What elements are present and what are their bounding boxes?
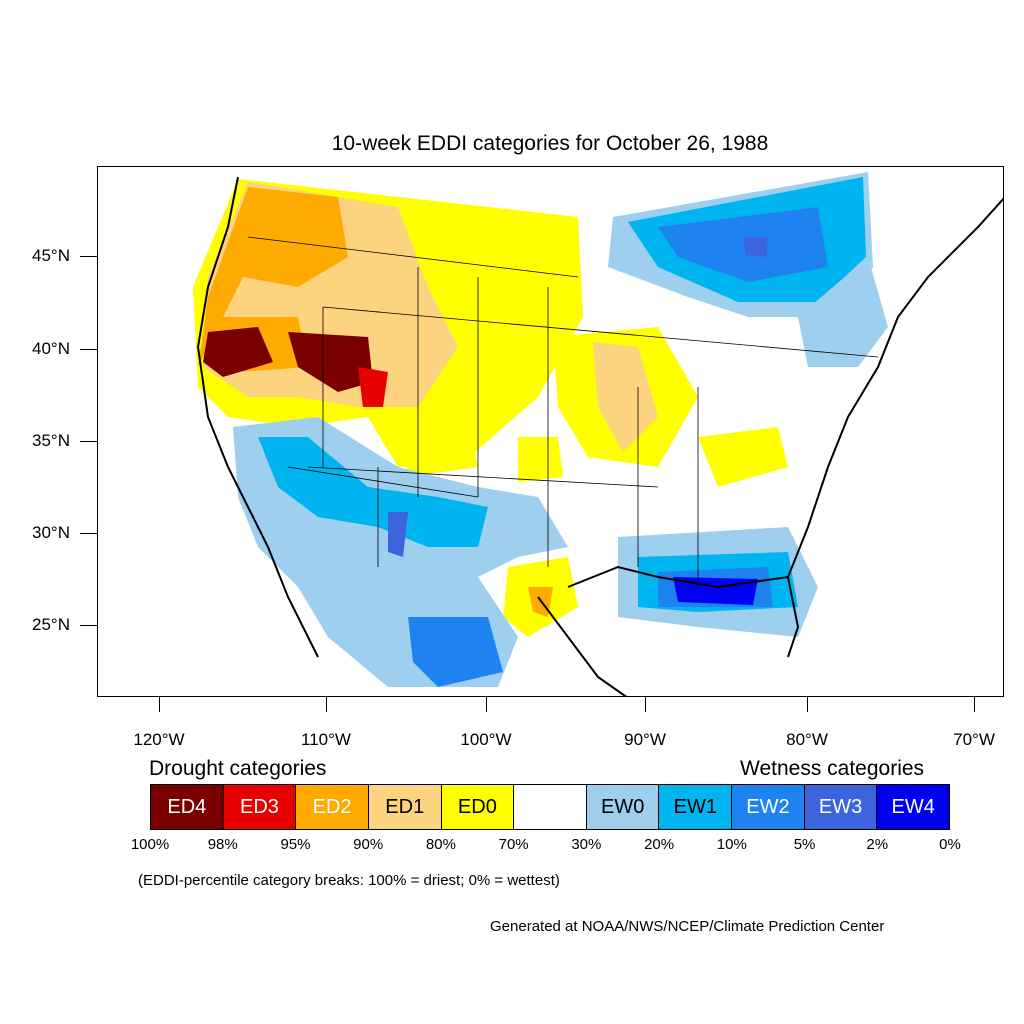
legend-drought-title: Drought categories	[149, 757, 327, 780]
lon-tick	[159, 697, 160, 712]
lon-label-90: 90°W	[624, 730, 666, 749]
lat-label-45: 45°N	[32, 246, 70, 265]
map-title: 10-week EDDI categories for October 26, …	[331, 132, 769, 155]
legend-break-label: 90%	[353, 836, 384, 853]
legend-break-label: 100%	[130, 836, 170, 853]
state-boundaries	[247, 236, 879, 587]
lon-tick	[326, 697, 327, 712]
legend-break-label: 98%	[207, 836, 238, 853]
map-panel	[97, 166, 1004, 697]
lat-label-40: 40°N	[32, 339, 70, 358]
lat-tick	[80, 441, 97, 442]
credit-line: Generated at NOAA/NWS/NCEP/Climate Predi…	[490, 918, 885, 935]
region-ed2-northwest	[198, 187, 348, 367]
legend-break-label: 2%	[866, 836, 889, 853]
lat-tick	[80, 533, 97, 534]
coastline-outline	[196, 176, 1003, 696]
legend-swatch-ew0: EW0	[586, 785, 660, 829]
legend-swatch-ed3: ED3	[223, 785, 297, 829]
eddi-map	[193, 172, 1003, 696]
legend-break-label: 95%	[280, 836, 311, 853]
region-ed4-core	[288, 332, 373, 392]
legend-break-label: 5%	[793, 836, 816, 853]
lon-label-70: 70°W	[953, 730, 995, 749]
lon-label-80: 80°W	[786, 730, 828, 749]
region-ed1-midwest	[593, 342, 658, 452]
legend-break-label: 30%	[571, 836, 602, 853]
lat-label-30: 30°N	[32, 523, 70, 542]
legend-swatch-neutral	[514, 785, 587, 829]
legend-swatch-ed1: ED1	[368, 785, 442, 829]
region-ew1-southwest	[258, 437, 488, 547]
region-ed0-kansas	[398, 407, 478, 477]
region-ew3-greatlakes	[743, 237, 768, 257]
legend-swatch-ew1: EW1	[659, 785, 733, 829]
lon-tick	[486, 697, 487, 712]
legend-break-label: 80%	[425, 836, 456, 853]
legend-colorbar: ED4 ED3 ED2 ED1 ED0 EW0 EW1 EW2 EW3 EW4	[150, 784, 950, 830]
lon-label-100: 100°W	[460, 730, 512, 749]
lon-label-110: 110°W	[301, 730, 351, 749]
legend-break-label: 20%	[644, 836, 675, 853]
legend-break-label: 0%	[939, 836, 961, 853]
legend-break-label: 70%	[498, 836, 529, 853]
legend-swatch-ew4: EW4	[877, 785, 950, 829]
legend-swatch-ew3: EW3	[804, 785, 878, 829]
lon-tick	[974, 697, 975, 712]
region-ew0-northeast	[798, 257, 888, 367]
lat-tick	[80, 349, 97, 350]
legend-break-label: 10%	[716, 836, 747, 853]
region-ed0-ohio	[698, 427, 788, 487]
region-ed4-oregon	[203, 327, 273, 377]
legend-swatch-ed0: ED0	[441, 785, 515, 829]
lon-tick	[807, 697, 808, 712]
eddi-fill-regions	[193, 172, 888, 687]
region-ew2-greatlakes	[658, 207, 828, 282]
lat-tick	[80, 625, 97, 626]
legend-swatch-ed2: ED2	[296, 785, 369, 829]
lat-label-35: 35°N	[32, 431, 70, 450]
lon-tick	[645, 697, 646, 712]
region-ew3-nm	[388, 512, 408, 557]
lon-label-120: 120°W	[133, 730, 185, 749]
legend-swatch-ew2: EW2	[732, 785, 805, 829]
category-note: (EDDI-percentile category breaks: 100% =…	[138, 872, 560, 889]
legend-swatch-ed4: ED4	[151, 785, 224, 829]
region-ed3-wy	[358, 367, 388, 407]
region-ed0-oklahoma	[518, 437, 563, 482]
region-ew2-mexico	[408, 617, 503, 687]
lat-tick	[80, 256, 97, 257]
lat-label-25: 25°N	[32, 615, 70, 634]
legend-wetness-title: Wetness categories	[740, 757, 925, 780]
